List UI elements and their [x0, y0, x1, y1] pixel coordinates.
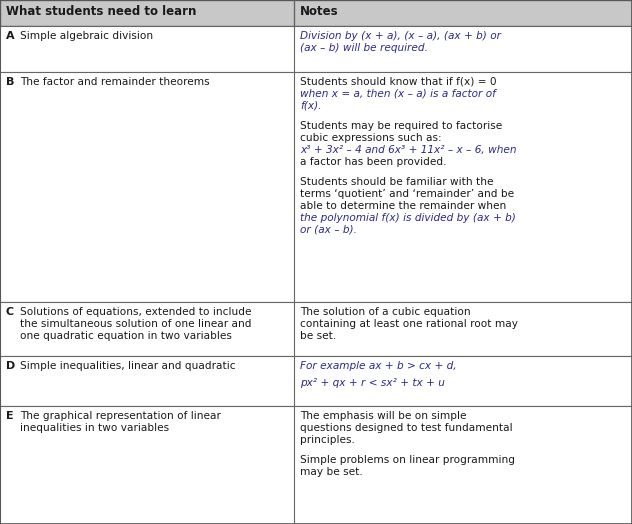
Text: containing at least one rational root may: containing at least one rational root ma…: [300, 319, 518, 329]
Text: Simple inequalities, linear and quadratic: Simple inequalities, linear and quadrati…: [20, 361, 236, 371]
Text: A: A: [6, 31, 15, 41]
Text: questions designed to test fundamental: questions designed to test fundamental: [300, 423, 513, 433]
Text: inequalities in two variables: inequalities in two variables: [20, 423, 169, 433]
Bar: [0, 0, 632, 26]
Text: terms ‘quotient’ and ‘remainder’ and be: terms ‘quotient’ and ‘remainder’ and be: [300, 189, 514, 199]
Text: principles.: principles.: [300, 435, 355, 445]
Text: The emphasis will be on simple: The emphasis will be on simple: [300, 411, 466, 421]
Text: Division by (x + a), (x – a), (ax + b) or: Division by (x + a), (x – a), (ax + b) o…: [300, 31, 501, 41]
Text: when x = a, then (x – a) is a factor of: when x = a, then (x – a) is a factor of: [300, 89, 496, 99]
Bar: [0, 302, 632, 356]
Text: the polynomial f(x) is divided by (ax + b): the polynomial f(x) is divided by (ax + …: [300, 213, 516, 223]
Text: able to determine the remainder when: able to determine the remainder when: [300, 201, 506, 211]
Text: a factor has been provided.: a factor has been provided.: [300, 157, 446, 167]
Text: Simple problems on linear programming: Simple problems on linear programming: [300, 455, 515, 465]
Text: (ax – b) will be required.: (ax – b) will be required.: [300, 43, 428, 53]
Bar: [0, 26, 632, 72]
Text: The solution of a cubic equation: The solution of a cubic equation: [300, 307, 471, 317]
Text: Students should know that if f(x) = 0: Students should know that if f(x) = 0: [300, 77, 497, 87]
Text: be set.: be set.: [300, 331, 336, 341]
Bar: [0, 406, 632, 524]
Bar: [0, 356, 632, 406]
Text: Simple algebraic division: Simple algebraic division: [20, 31, 153, 41]
Text: Students should be familiar with the: Students should be familiar with the: [300, 177, 494, 187]
Text: B: B: [6, 77, 15, 87]
Text: C: C: [6, 307, 14, 317]
Text: cubic expressions such as:: cubic expressions such as:: [300, 133, 442, 143]
Text: Notes: Notes: [300, 5, 339, 18]
Text: f(x).: f(x).: [300, 101, 322, 111]
Text: D: D: [6, 361, 15, 371]
Text: The factor and remainder theorems: The factor and remainder theorems: [20, 77, 210, 87]
Text: may be set.: may be set.: [300, 467, 363, 477]
Text: What students need to learn: What students need to learn: [6, 5, 197, 18]
Text: x³ + 3x² – 4 and 6x³ + 11x² – x – 6, when: x³ + 3x² – 4 and 6x³ + 11x² – x – 6, whe…: [300, 145, 516, 155]
Text: or (ax – b).: or (ax – b).: [300, 225, 357, 235]
Text: Solutions of equations, extended to include: Solutions of equations, extended to incl…: [20, 307, 252, 317]
Text: px² + qx + r < sx² + tx + u: px² + qx + r < sx² + tx + u: [300, 378, 445, 388]
Text: the simultaneous solution of one linear and: the simultaneous solution of one linear …: [20, 319, 252, 329]
Bar: [0, 72, 632, 302]
Text: The graphical representation of linear: The graphical representation of linear: [20, 411, 221, 421]
Text: one quadratic equation in two variables: one quadratic equation in two variables: [20, 331, 232, 341]
Text: E: E: [6, 411, 14, 421]
Text: Students may be required to factorise: Students may be required to factorise: [300, 121, 502, 131]
Text: For example ax + b > cx + d,: For example ax + b > cx + d,: [300, 361, 457, 371]
